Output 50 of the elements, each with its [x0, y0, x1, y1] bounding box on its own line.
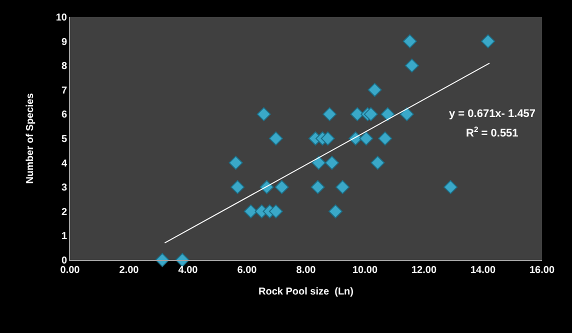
x-tick-label: 6.00 [237, 265, 258, 276]
point [364, 107, 378, 122]
point [230, 180, 245, 194]
point [228, 156, 243, 170]
x-tick-label: 16.00 [529, 265, 555, 276]
y-tick-label: 7 [61, 85, 68, 96]
point [256, 107, 271, 122]
point [322, 107, 337, 122]
y-tick-label: 10 [56, 12, 68, 24]
point [244, 204, 258, 218]
x-tick-label: 12.00 [411, 265, 437, 276]
point [402, 34, 417, 48]
y-tick-label: 6 [61, 110, 68, 121]
point [310, 180, 325, 194]
y-tick-label: 5 [61, 134, 68, 145]
y-tick-label: 4 [61, 158, 68, 170]
y-axis-title: Number of Species [24, 92, 36, 184]
point [368, 82, 382, 97]
x-tick-label: 4.00 [178, 265, 198, 276]
point [404, 58, 419, 73]
point [274, 180, 289, 194]
point [268, 132, 283, 146]
point [312, 156, 326, 170]
point [350, 107, 364, 122]
point [359, 132, 374, 146]
x-tick-label: 10.00 [352, 265, 378, 276]
annotation: R$^{2}$ = 0.551 [466, 125, 518, 140]
x-tick-label: 14.00 [470, 265, 496, 276]
x-axis-title: Rock Pool size (Ln) [258, 286, 354, 298]
y-tick-label: 1 [61, 231, 68, 242]
point [400, 107, 414, 122]
point [370, 156, 385, 170]
point [324, 156, 339, 170]
point [378, 132, 392, 146]
y-tick-label: 2 [61, 206, 68, 218]
y-tick-label: 8 [61, 61, 68, 72]
y-tick-label: 9 [61, 36, 68, 48]
x-tick-label: 0.00 [60, 265, 80, 276]
point [328, 204, 342, 218]
point [380, 107, 395, 122]
point [444, 180, 458, 194]
x-tick-label: 8.00 [296, 265, 316, 276]
point [336, 180, 350, 194]
annotation: y = 0.671x- 1.457 [449, 108, 536, 120]
x-tick-label: 2.00 [119, 265, 140, 276]
point [268, 204, 283, 218]
point [481, 34, 496, 48]
y-tick-label: 0 [61, 256, 68, 266]
y-tick-label: 3 [61, 182, 68, 194]
point [320, 132, 335, 146]
